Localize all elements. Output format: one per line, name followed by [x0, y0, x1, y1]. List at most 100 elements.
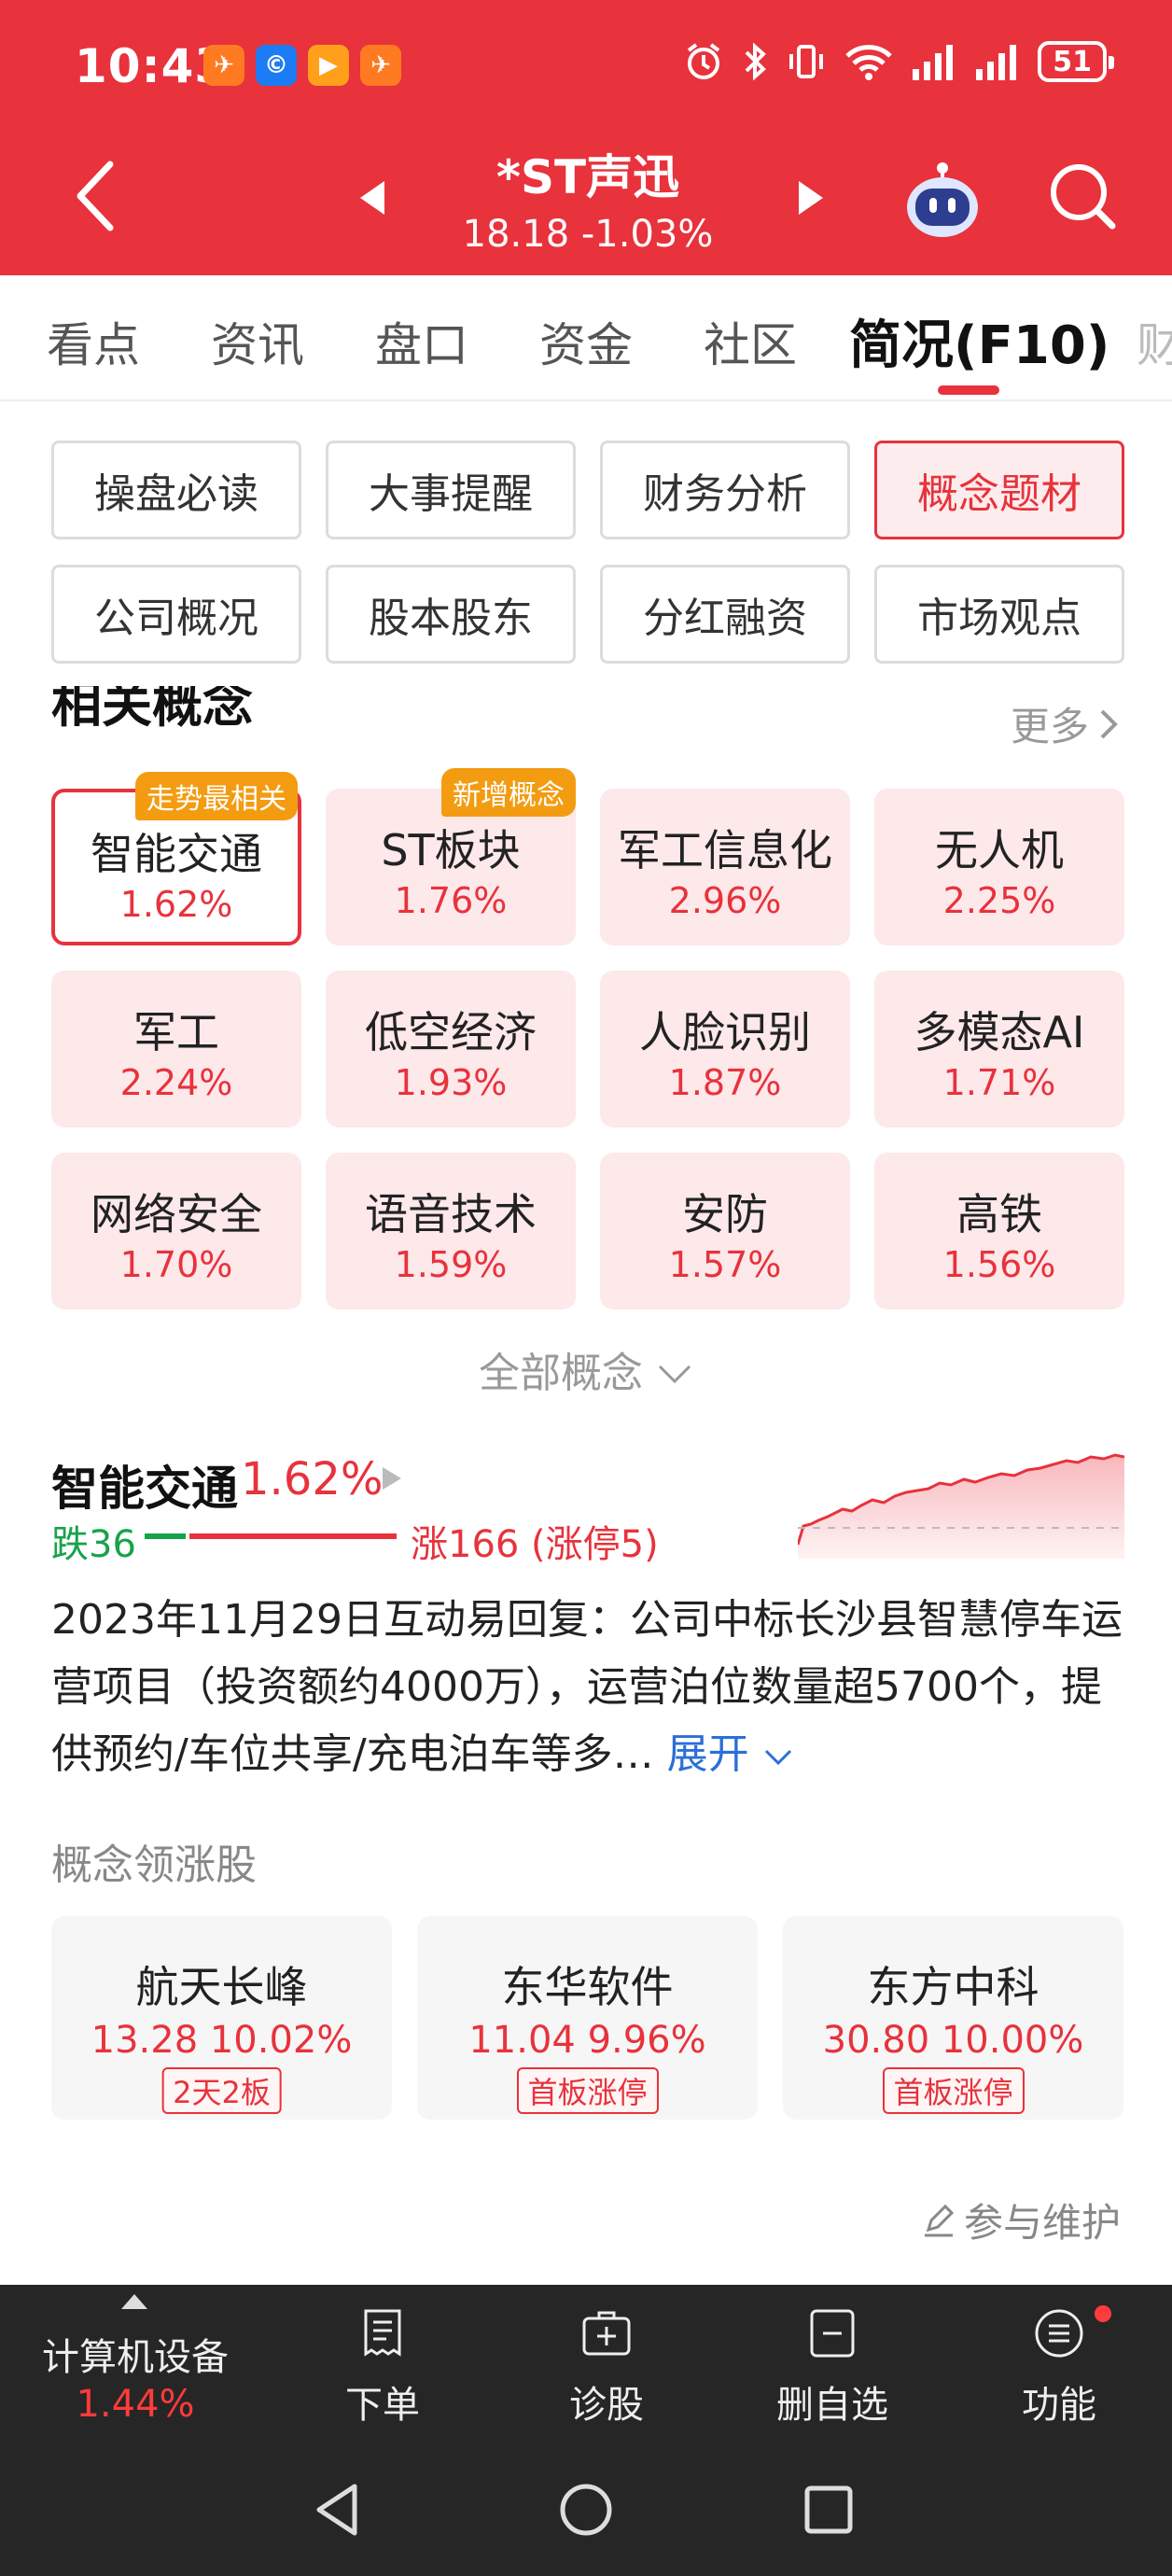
signal-icon	[913, 45, 954, 80]
concept-name: 低空经济	[365, 1007, 537, 1057]
nav-back-icon[interactable]	[308, 2477, 373, 2542]
concept-name: 智能交通	[91, 829, 262, 879]
next-stock-button[interactable]	[791, 177, 829, 218]
concept-change: 1.93%	[394, 1062, 508, 1103]
leading-stock-quote: 11.04 9.96%	[468, 2019, 706, 2062]
status-bar: 10:43 ✈ © ▶ ✈ 51	[0, 0, 1172, 131]
stock-name: *ST声迅	[495, 150, 680, 204]
signal-icon	[976, 45, 1017, 80]
leading-stock-name: 航天长峰	[135, 1962, 308, 2012]
expand-label: 展开	[666, 1730, 749, 1778]
concept-card[interactable]: 高铁 1.56%	[874, 1153, 1124, 1309]
concept-name: 军工信息化	[618, 825, 832, 875]
notification-icons: ✈ © ▶ ✈	[203, 45, 401, 86]
tab-news[interactable]: 资讯	[211, 318, 304, 372]
section-market-views[interactable]: 市场观点	[874, 565, 1124, 664]
ai-assistant-button[interactable]	[900, 159, 984, 243]
chevron-left-icon	[77, 161, 114, 231]
alarm-icon	[688, 43, 720, 79]
concept-card[interactable]: 多模态AI 1.71%	[874, 971, 1124, 1127]
tab-bar: 看点 资讯 盘口 资金 社区 简况(F10) 财	[0, 275, 1172, 401]
sparkline-line	[798, 1453, 1124, 1546]
section-dividends[interactable]: 分红融资	[600, 565, 850, 664]
section-events[interactable]: 大事提醒	[326, 441, 576, 539]
concept-card[interactable]: 军工 2.24%	[51, 971, 301, 1127]
concept-card[interactable]: 人脸识别 1.87%	[600, 971, 850, 1127]
all-concepts-toggle[interactable]: 全部概念	[0, 1339, 1172, 1399]
concept-change: 1.87%	[668, 1062, 782, 1103]
chevron-right-icon	[1100, 709, 1118, 738]
leading-stock-card[interactable]: 航天长峰 13.28 10.02% 2天2板	[51, 1916, 392, 2120]
minus-square-icon	[810, 2309, 855, 2358]
play-arrow-icon[interactable]	[383, 1467, 401, 1490]
concept-card[interactable]: 军工信息化 2.96%	[600, 789, 850, 945]
more-label: 更多	[1010, 704, 1089, 749]
remove-watchlist-button[interactable]: 删自选	[758, 2305, 907, 2436]
concept-badge: 走势最相关	[135, 772, 298, 820]
concept-card[interactable]: 无人机 2.25%	[874, 789, 1124, 945]
concept-card[interactable]: 安防 1.57%	[600, 1153, 850, 1309]
participate-maintain-link[interactable]: 参与维护	[921, 2191, 1121, 2248]
tab-funds[interactable]: 资金	[539, 318, 633, 372]
section-financial-analysis[interactable]: 财务分析	[600, 441, 850, 539]
concept-card[interactable]: 走势最相关 智能交通 1.62%	[51, 772, 301, 945]
concept-description: 2023年11月29日互动易回复：公司中标长沙县智慧停车运营项目（投资额约400…	[51, 1587, 1124, 1788]
tab-community[interactable]: 社区	[704, 318, 797, 372]
chevron-down-icon	[658, 1365, 691, 1384]
diagnose-stock-button[interactable]: 诊股	[532, 2305, 681, 2436]
detail-concept-name[interactable]: 智能交通	[51, 1462, 238, 1516]
functions-label: 功能	[1022, 2384, 1096, 2427]
bluetooth-icon	[745, 42, 767, 81]
active-tab-indicator	[938, 385, 999, 395]
app-header: 10:43 ✈ © ▶ ✈ 51 *ST声迅 18.18 -1.03%	[0, 0, 1172, 275]
leading-stock-tag: 2天2板	[161, 2067, 282, 2114]
rise-count: 涨166 (涨停5)	[411, 1523, 659, 1566]
concept-card[interactable]: 低空经济 1.93%	[326, 971, 576, 1127]
section-concepts[interactable]: 概念题材	[874, 441, 1124, 539]
battery-level: 51	[1053, 45, 1092, 78]
section-shareholders[interactable]: 股本股东	[326, 565, 576, 664]
concept-name: 安防	[682, 1189, 768, 1239]
sector-name: 计算机设备	[42, 2336, 229, 2379]
tab-orderbook[interactable]: 盘口	[375, 318, 468, 372]
concept-card[interactable]: 新增概念 ST板块 1.76%	[326, 768, 576, 945]
concept-name: 语音技术	[365, 1189, 537, 1239]
nav-home-icon[interactable]	[553, 2477, 619, 2542]
vibrate-icon	[789, 45, 824, 78]
section-trading-guide[interactable]: 操盘必读	[51, 441, 301, 539]
concept-name: 网络安全	[91, 1189, 262, 1239]
detail-concept-change: 1.62%	[241, 1453, 384, 1505]
fall-count: 跌36	[51, 1523, 136, 1566]
place-order-button[interactable]: 下单	[308, 2305, 457, 2436]
sector-change: 1.44%	[76, 2383, 195, 2426]
sector-indicator[interactable]: 计算机设备 1.44%	[0, 2285, 271, 2443]
concept-change: 1.56%	[942, 1244, 1056, 1285]
back-button[interactable]	[73, 159, 129, 233]
pencil-icon	[924, 2204, 955, 2236]
concept-card[interactable]: 语音技术 1.59%	[326, 1153, 576, 1309]
search-button[interactable]	[1045, 159, 1120, 233]
leading-stock-name: 东华软件	[501, 1962, 674, 2012]
diagnose-stock-label: 诊股	[569, 2384, 644, 2427]
concept-card[interactable]: 网络安全 1.70%	[51, 1153, 301, 1309]
menu-circle-icon	[1035, 2309, 1083, 2358]
order-form-icon	[364, 2309, 401, 2357]
concept-name: 无人机	[935, 825, 1064, 875]
expand-description-link[interactable]: 展开	[667, 1730, 794, 1778]
more-concepts-link[interactable]: 更多	[1011, 695, 1121, 752]
bottom-toolbar: 计算机设备 1.44% 下单 诊股 删自选 功能	[0, 2285, 1172, 2443]
tab-kandian[interactable]: 看点	[47, 318, 140, 372]
concept-name: ST板块	[381, 825, 521, 875]
functions-button[interactable]: 功能	[984, 2305, 1134, 2436]
previous-stock-button[interactable]	[355, 177, 392, 218]
nav-recents-icon[interactable]	[796, 2477, 861, 2542]
caret-up-icon	[121, 2294, 147, 2309]
concept-change: 1.57%	[668, 1244, 782, 1285]
leading-stock-card[interactable]: 东方中科 30.80 10.00% 首板涨停	[783, 1916, 1123, 2120]
fall-segment	[145, 1533, 186, 1539]
tab-f10[interactable]: 简况(F10)	[849, 315, 1110, 376]
tab-finance[interactable]: 财	[1137, 308, 1172, 375]
leading-stock-tag: 首板涨停	[516, 2067, 659, 2114]
section-company-profile[interactable]: 公司概况	[51, 565, 301, 664]
leading-stock-card[interactable]: 东华软件 11.04 9.96% 首板涨停	[417, 1916, 758, 2120]
